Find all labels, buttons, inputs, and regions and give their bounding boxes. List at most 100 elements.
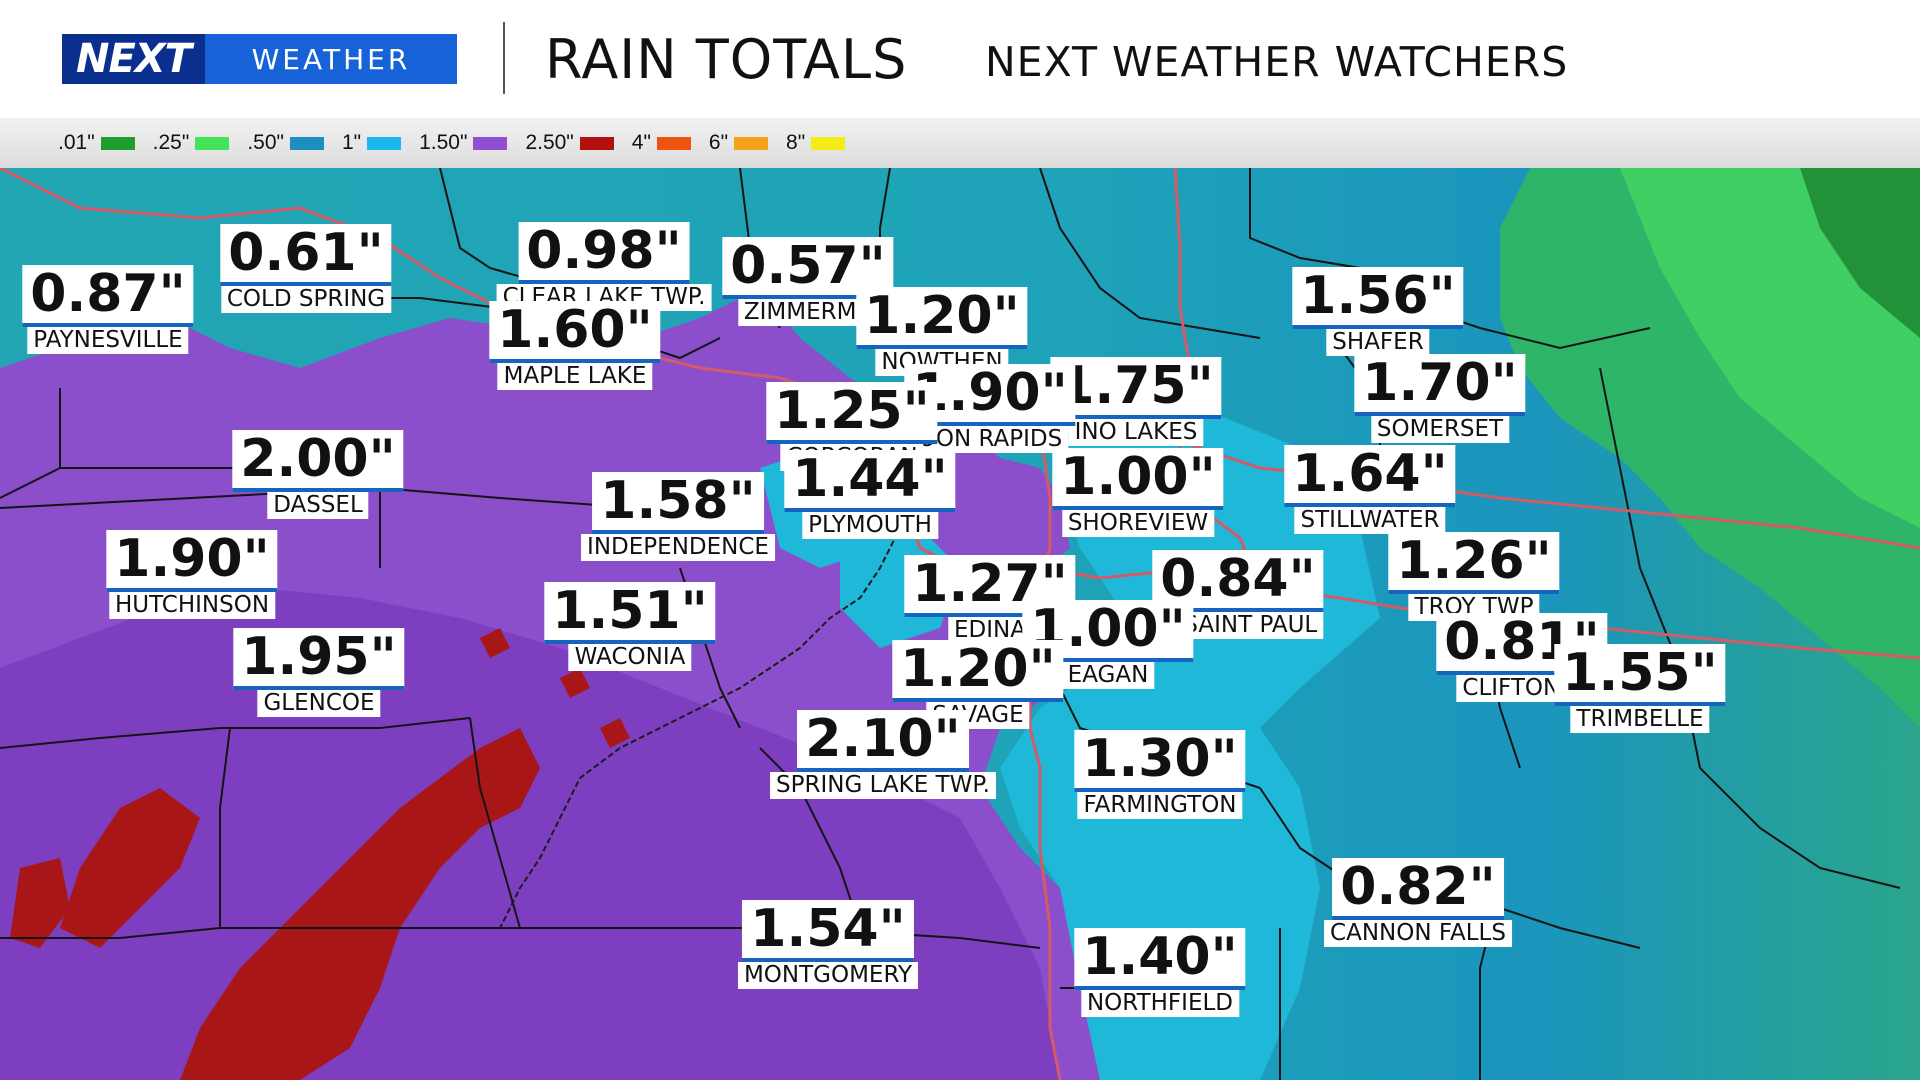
- location-name: WACONIA: [568, 644, 692, 671]
- rain-total-label: 0.82" CANNON FALLS: [1324, 858, 1512, 947]
- legend-swatch: [579, 136, 614, 150]
- rain-amount: 1.30": [1074, 730, 1246, 792]
- rain-amount: 1.55": [1554, 644, 1726, 706]
- rain-amount: 1.70": [1354, 354, 1526, 416]
- rain-amount: 0.81": [1436, 613, 1608, 675]
- rain-amount: 1.00": [1022, 600, 1194, 662]
- rain-total-label: 1.70" SOMERSET: [1354, 354, 1526, 443]
- rain-total-label: 1.56" SHAFER: [1292, 267, 1464, 356]
- logo-weather-text: WEATHER: [204, 34, 457, 84]
- legend-label: .25": [152, 131, 190, 154]
- legend-item: .01": [58, 131, 135, 155]
- location-name: EDINA: [948, 617, 1032, 644]
- rain-amount: 1.95": [233, 628, 405, 690]
- legend-swatch: [367, 136, 402, 150]
- rain-total-label: 0.87" PAYNESVILLE: [22, 265, 194, 354]
- legend-swatch: [100, 136, 135, 150]
- rain-total-label: 1.44" PLYMOUTH: [784, 450, 956, 539]
- rain-total-label: 1.00" SHOREVIEW: [1052, 448, 1224, 537]
- location-name: EAGAN: [1061, 662, 1155, 689]
- rain-amount: 1.44": [784, 450, 956, 512]
- very-heavy-rain-area: [560, 668, 590, 698]
- legend-swatch: [734, 136, 769, 150]
- location-name: GLENCOE: [257, 690, 381, 717]
- precip-legend: .01" .25" .50" 1" 1.50" 2.50" 4" 6" 8": [0, 118, 1920, 168]
- rain-amount: 1.54": [742, 900, 914, 962]
- rain-total-label: 2.10" SPRING LAKE TWP.: [770, 710, 996, 799]
- location-name: ZIMMERMA: [737, 299, 879, 326]
- legend-label: 2.50": [525, 131, 574, 154]
- location-name: DASSEL: [267, 492, 369, 519]
- legend-label: 6": [708, 131, 729, 154]
- rain-total-label: 0.98" CLEAR LAKE TWP.: [496, 222, 712, 311]
- legend-label: 1.50": [419, 131, 468, 154]
- rain-total-label: 1.58" INDEPENDENCE: [581, 472, 775, 561]
- location-name: OON RAPIDS: [911, 426, 1069, 453]
- header-bar: NEXT WEATHER RAIN TOTALS NEXT WEATHER WA…: [0, 0, 1920, 118]
- rain-amount: 1.20": [892, 640, 1064, 702]
- legend-item: 6": [708, 131, 769, 155]
- rain-total-label: 1.20" NOWTHEN: [856, 287, 1028, 376]
- legend-item: 2.50": [525, 131, 614, 155]
- rain-amount: 1.58": [592, 472, 764, 534]
- legend-label: 4": [631, 131, 651, 154]
- next-weather-logo: NEXT WEATHER: [62, 34, 457, 84]
- rain-total-label: 1.00" EAGAN: [1022, 600, 1194, 689]
- rain-amount: 0.87": [22, 265, 194, 327]
- rain-amount: 1.60": [489, 301, 661, 363]
- rain-amount: 1.75": [1050, 357, 1222, 419]
- location-name: SOMERSET: [1370, 416, 1510, 443]
- rain-total-label: 1.40" NORTHFIELD: [1074, 928, 1246, 1017]
- legend-swatch: [473, 136, 508, 150]
- location-name: COLD SPRING: [220, 286, 392, 313]
- rain-total-label: 1.30" FARMINGTON: [1074, 730, 1246, 819]
- location-name: PLYMOUTH: [802, 512, 938, 539]
- location-name: SHAFER: [1326, 329, 1430, 356]
- rain-total-label: 1.64" STILLWATER: [1284, 445, 1456, 534]
- rain-amount: 1.25": [766, 382, 938, 444]
- very-heavy-rain-area: [10, 858, 70, 948]
- rain-total-label: 1.60" MAPLE LAKE: [489, 301, 661, 390]
- location-name: INO LAKES: [1068, 419, 1204, 446]
- legend-item: 4": [632, 131, 691, 155]
- rain-total-label: 1.75" INO LAKES: [1050, 357, 1222, 446]
- location-name: STILLWATER: [1294, 507, 1446, 534]
- rain-total-label: 1.95" GLENCOE: [233, 628, 405, 717]
- logo-next-text: NEXT: [62, 34, 205, 84]
- rain-amount: 1.90": [106, 530, 278, 592]
- rain-total-label: 1.26" TROY TWP: [1388, 532, 1560, 621]
- location-name: TRIMBELLE: [1570, 706, 1710, 733]
- rain-amount: 0.82": [1332, 858, 1504, 920]
- location-name: SPRING LAKE TWP.: [770, 772, 996, 799]
- rain-amount: 1.26": [1388, 532, 1560, 594]
- rain-total-label: 0.61" COLD SPRING: [220, 224, 392, 313]
- location-name: FARMINGTON: [1077, 792, 1243, 819]
- very-heavy-rain-area: [480, 628, 510, 658]
- rain-total-label: 1.90" OON RAPIDS: [904, 364, 1076, 453]
- header-divider: [503, 22, 505, 94]
- location-name: CANNON FALLS: [1324, 920, 1512, 947]
- location-name: MONTGOMERY: [737, 962, 919, 989]
- location-name: MAPLE LAKE: [497, 363, 653, 390]
- rain-total-label: 2.00" DASSEL: [232, 430, 404, 519]
- legend-item: .50": [247, 131, 324, 155]
- rain-amount: 2.00": [232, 430, 404, 492]
- legend-swatch: [195, 136, 230, 150]
- rain-total-label: 1.55" TRIMBELLE: [1554, 644, 1726, 733]
- legend-swatch: [656, 136, 691, 150]
- rain-total-label: 1.20" SAVAGE: [892, 640, 1064, 729]
- location-name: INDEPENDENCE: [581, 534, 775, 561]
- rain-total-label: 1.51" WACONIA: [544, 582, 716, 671]
- rain-amount: 1.20": [856, 287, 1028, 349]
- rain-amount: 1.56": [1292, 267, 1464, 329]
- rain-amount: 0.84": [1152, 550, 1324, 612]
- legend-swatch: [289, 136, 324, 150]
- page-subtitle: NEXT WEATHER WATCHERS: [985, 38, 1569, 86]
- rain-total-label: 1.54" MONTGOMERY: [737, 900, 919, 989]
- legend-item: 8": [786, 131, 846, 155]
- rain-amount: 0.61": [220, 224, 392, 286]
- legend-item: 1.50": [419, 131, 508, 155]
- very-heavy-rain-area: [600, 718, 630, 748]
- rain-total-label: 1.90" HUTCHINSON: [106, 530, 278, 619]
- legend-label: .01": [58, 131, 95, 154]
